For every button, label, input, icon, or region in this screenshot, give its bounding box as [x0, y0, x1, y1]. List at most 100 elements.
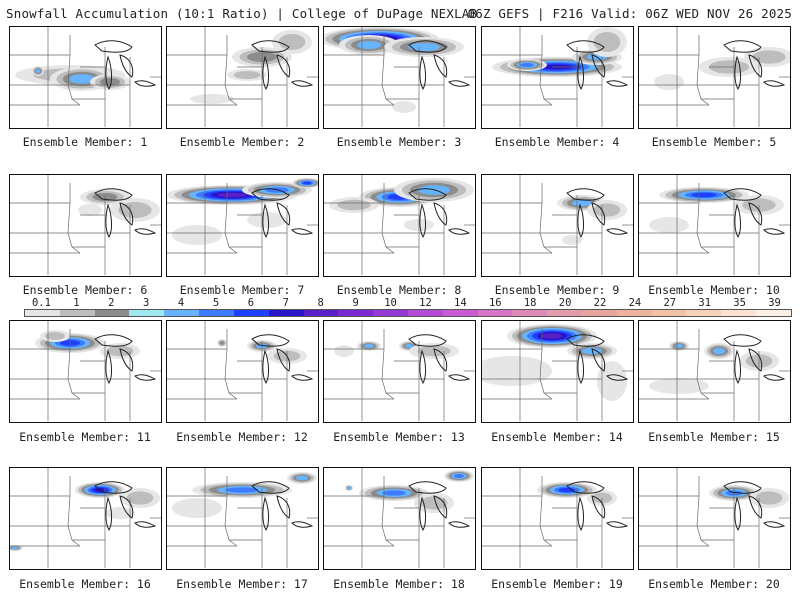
great-lake-outline: [119, 202, 134, 226]
state-boundary: [167, 329, 228, 350]
snowfall-contour: [454, 474, 464, 478]
ensemble-map-panel: [481, 467, 634, 570]
state-boundary: [381, 202, 395, 254]
great-lake-outline: [433, 348, 448, 372]
ensemble-member-label: Ensemble Member: 12: [176, 430, 308, 444]
legend-color-swatch: [756, 310, 791, 316]
great-lake-outline: [262, 496, 269, 532]
legend-color-swatch: [547, 310, 582, 316]
legend-color-swatch: [442, 310, 478, 316]
great-lake-outline: [134, 80, 157, 87]
state-boundary: [67, 202, 81, 254]
legend-color-bar: [24, 309, 792, 317]
legend-tick-label: 16: [488, 297, 502, 309]
map-svg: [639, 468, 790, 568]
great-lake-outline: [251, 40, 290, 53]
snowfall-contour: [247, 212, 287, 228]
great-lake-outline: [119, 348, 134, 372]
legend-tick-label: 20: [558, 297, 572, 309]
legend-color-swatch: [407, 310, 443, 316]
map-svg: [167, 468, 318, 568]
great-lake-outline: [606, 228, 629, 235]
snowfall-contour: [482, 356, 552, 386]
ensemble-map-panel: [166, 174, 319, 277]
great-lake-outline: [94, 188, 133, 201]
snowfall-contour: [654, 74, 684, 90]
legend-color-swatch: [129, 310, 165, 316]
great-lake-outline: [448, 80, 471, 87]
snowfall-contour: [558, 487, 576, 493]
legend-color-swatch: [477, 310, 513, 316]
snowfall-contour: [408, 43, 440, 51]
legend-tick-label: 18: [523, 297, 537, 309]
legend-color-swatch: [616, 310, 652, 316]
ensemble-map-panel: [481, 26, 634, 129]
great-lake-outline: [748, 348, 763, 372]
snowfall-contour: [233, 71, 261, 79]
ensemble-map-panel: [9, 320, 162, 423]
snowfall-contour: [572, 199, 592, 207]
legend-color-swatch: [199, 310, 234, 316]
snowfall-contour: [278, 34, 306, 50]
snowfall-contour: [405, 344, 413, 348]
legend-color-swatch: [25, 310, 60, 316]
great-lake-outline: [734, 55, 741, 91]
legend-tick-label: 8: [317, 297, 324, 309]
map-svg: [10, 321, 161, 421]
ensemble-member-label: Ensemble Member: 14: [491, 430, 623, 444]
great-lake-outline: [723, 188, 762, 201]
great-lake-outline: [251, 334, 290, 347]
great-lake-outline: [408, 334, 447, 347]
great-lake-outline: [448, 374, 471, 381]
snowfall-contour: [126, 491, 154, 505]
state-boundary: [381, 348, 395, 400]
snowfall-contour: [520, 63, 534, 67]
great-lake-outline: [763, 521, 786, 528]
legend-tick-label: 24: [628, 297, 642, 309]
great-lake-outline: [251, 188, 290, 201]
great-lake-outline: [748, 202, 763, 226]
legend-color-swatch: [686, 310, 722, 316]
state-boundary: [539, 348, 553, 400]
state-boundary: [381, 495, 395, 547]
snowfall-contour: [225, 487, 259, 493]
map-svg: [10, 27, 161, 127]
great-lake-outline: [276, 348, 291, 372]
great-lake-outline: [591, 54, 606, 78]
snowfall-contour: [35, 69, 41, 73]
state-boundary: [696, 54, 710, 106]
map-svg: [639, 27, 790, 127]
snowfall-contour: [392, 101, 416, 113]
map-svg: [167, 27, 318, 127]
snowfall-contour: [562, 235, 582, 245]
map-svg: [10, 175, 161, 275]
great-lake-outline: [419, 55, 426, 91]
great-lake-outline: [134, 228, 157, 235]
snowfall-contour: [190, 94, 234, 104]
snowfall-contour: [78, 204, 102, 216]
state-boundary: [696, 495, 710, 547]
ensemble-member-label: Ensemble Member: 1: [22, 135, 148, 149]
state-boundary: [482, 183, 543, 204]
legend-color-swatch: [268, 310, 304, 316]
great-lake-outline: [105, 55, 112, 91]
state-boundary: [224, 495, 238, 547]
state-boundary: [381, 54, 395, 106]
legend-color-swatch: [373, 310, 408, 316]
ensemble-member-label: Ensemble Member: 3: [336, 135, 462, 149]
map-svg: [324, 27, 475, 127]
ensemble-map-panel: [323, 320, 476, 423]
ensemble-member-label: Ensemble Member: 16: [19, 577, 151, 591]
snowfall-contour: [45, 332, 65, 340]
snowfall-contour: [755, 491, 783, 505]
great-lake-outline: [448, 521, 471, 528]
state-boundary: [67, 54, 81, 106]
ensemble-map-panel: [323, 467, 476, 570]
great-lake-outline: [291, 80, 314, 87]
great-lake-outline: [566, 188, 605, 201]
legend-color-swatch: [721, 310, 757, 316]
ensemble-map-panel: [323, 174, 476, 277]
legend-color-swatch: [512, 310, 548, 316]
great-lake-outline: [433, 202, 448, 226]
